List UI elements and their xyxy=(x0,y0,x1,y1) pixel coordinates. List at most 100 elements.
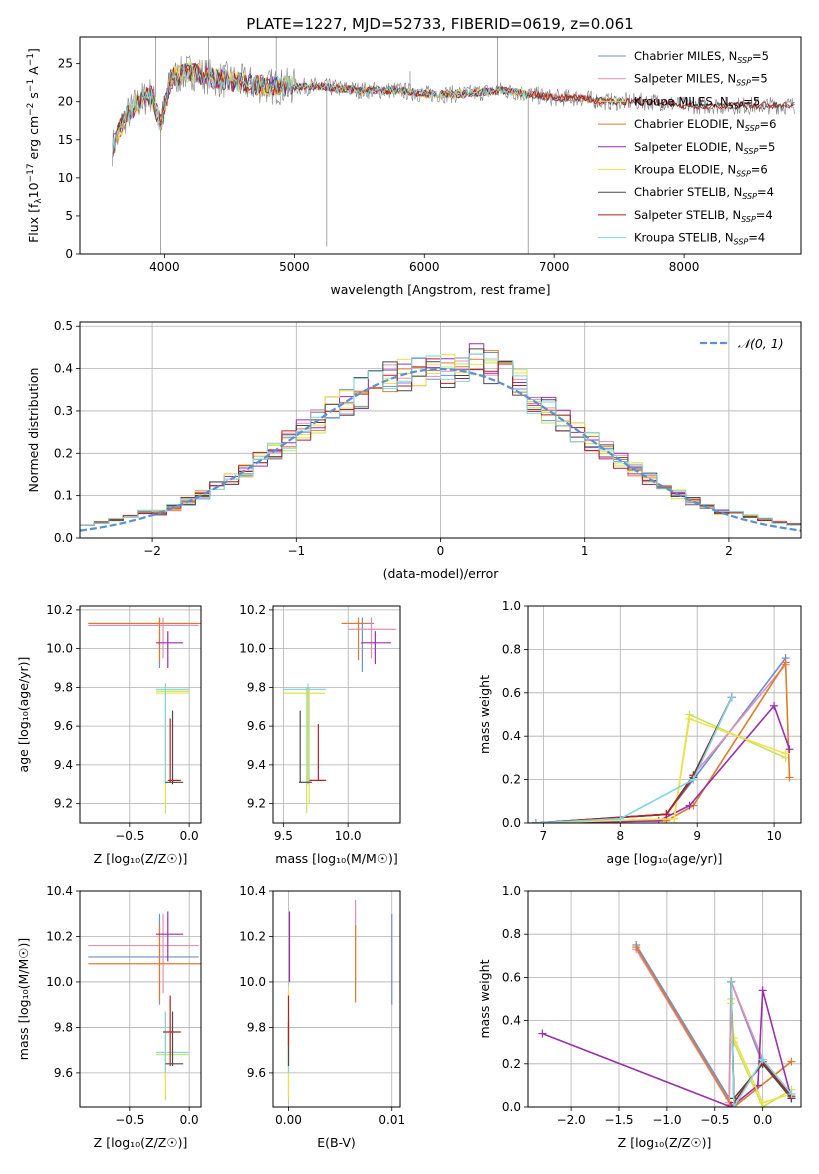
legend-label-sub: SSP xyxy=(729,101,744,110)
plot-area xyxy=(112,37,795,254)
y-tick-label: 0.4 xyxy=(54,362,73,376)
legend-label-value: =5 xyxy=(752,49,769,63)
x-tick-label: 8000 xyxy=(669,260,700,274)
y-axis-label-part: erg cm xyxy=(26,116,41,164)
y-tick-label: 0.3 xyxy=(54,404,73,418)
spectrum-panel: 4000 5000 6000 7000 8000 0 5 10 15 20 25 Chabrier M… xyxy=(26,36,802,297)
x-tick-label: −1.0 xyxy=(652,1113,681,1127)
x-axis-label: (data-model)/error xyxy=(383,566,500,581)
x-tick-label: 8 xyxy=(616,829,624,843)
y-tick-label: 0.0 xyxy=(54,531,73,545)
y-tick-label: 25 xyxy=(58,57,73,71)
model-spectrum-line xyxy=(112,62,529,159)
y-tick-label: 9.8 xyxy=(247,680,266,694)
x-tick-label: −0.5 xyxy=(115,829,144,843)
x-axis-label: age [log₁₀(age/yr)] xyxy=(607,851,723,866)
y-tick-label: 10.4 xyxy=(46,884,73,898)
legend-label-sub: SSP xyxy=(737,56,752,65)
y-tick-label: 10.0 xyxy=(239,975,266,989)
x-tick-label: 1 xyxy=(581,544,589,558)
y-tick-label: 9.2 xyxy=(54,797,73,811)
y-tick-label: 9.4 xyxy=(247,758,266,772)
legend-label: Kroupa ELODIE, NSSP=6 xyxy=(634,163,768,179)
x-tick-label: −1 xyxy=(287,544,305,558)
mass-weight-line xyxy=(535,664,787,823)
y-tick-label: 9.8 xyxy=(247,1020,266,1034)
mass-weight-line xyxy=(535,717,786,823)
y-tick-label: 10.2 xyxy=(239,603,266,617)
x-tick-label: 0.0 xyxy=(180,829,199,843)
y-tick-label: 10.0 xyxy=(239,642,266,656)
legend-label-sub: SSP xyxy=(745,124,760,133)
x-tick-label: 2 xyxy=(725,544,733,558)
legend-label-sub: SSP xyxy=(736,79,751,88)
y-tick-label: 0.0 xyxy=(502,1100,521,1114)
y-tick-label: 15 xyxy=(58,133,73,147)
legend-label-sub: SSP xyxy=(741,215,756,224)
x-tick-label: 4000 xyxy=(149,260,180,274)
x-tick-label: 9.5 xyxy=(274,829,293,843)
legend-label-value: =6 xyxy=(760,117,777,131)
y-tick-label: 9.2 xyxy=(247,797,266,811)
y-axis-label-part: 10 xyxy=(26,182,41,198)
x-tick-label: 0 xyxy=(437,544,445,558)
y-axis-label-part: s xyxy=(26,92,41,103)
axes-frame xyxy=(272,890,401,1108)
model-spectrum-line xyxy=(112,62,529,159)
model-spectrum-line xyxy=(112,61,529,159)
y-axis-label: age [log₁₀(age/yr)] xyxy=(16,657,31,773)
legend-label: Salpeter STELIB, NSSP=4 xyxy=(634,208,773,224)
legend-label: Chabrier ELODIE, NSSP=6 xyxy=(634,117,776,133)
legend-label-value: =5 xyxy=(743,94,760,108)
y-tick-label: 0.4 xyxy=(502,1014,521,1028)
y-tick-label: 0 xyxy=(65,247,73,261)
y-tick-label: 0.6 xyxy=(502,686,521,700)
plot-area xyxy=(287,900,393,1101)
x-tick-label: 0.01 xyxy=(378,1113,405,1127)
y-tick-label: 0.2 xyxy=(502,1057,521,1071)
x-tick-label: −2.0 xyxy=(557,1113,586,1127)
y-tick-label: 0.6 xyxy=(502,970,521,984)
axes-frame xyxy=(272,605,401,824)
legend-label-text: Kroupa STELIB, N xyxy=(634,231,734,245)
y-tick-label: 10 xyxy=(58,171,73,185)
y-tick-label: 9.6 xyxy=(247,1066,266,1080)
y-tick-label: 9.6 xyxy=(247,719,266,733)
y-tick-label: 0.0 xyxy=(502,816,521,830)
y-tick-label: 9.4 xyxy=(54,758,73,772)
legend-label-value: =5 xyxy=(758,140,775,154)
y-tick-label: 9.8 xyxy=(54,680,73,694)
x-tick-label: 6000 xyxy=(409,260,440,274)
y-tick-label: 10.2 xyxy=(46,603,73,617)
legend-label-text: Chabrier STELIB, N xyxy=(634,185,742,199)
y-axis-label-part: −1 xyxy=(26,53,36,66)
x-tick-label: −0.5 xyxy=(700,1113,729,1127)
legend-label-value: =4 xyxy=(757,185,774,199)
x-tick-label: 0.0 xyxy=(180,1113,199,1127)
y-tick-label: 0.1 xyxy=(54,489,73,503)
y-tick-label: 5 xyxy=(65,209,73,223)
plot-area xyxy=(283,617,397,814)
y-axis-label-part: −1 xyxy=(26,79,36,92)
y-tick-label: 9.6 xyxy=(54,1066,73,1080)
mass-weight-vs-metallicity-panel: −2.0 −1.5 −1.0 −0.5 0.0 0.0 0.2 0.4 0.6 0.8 1.0 Z [… xyxy=(477,884,802,1150)
plot-area xyxy=(538,941,796,1107)
y-tick-label: 0.2 xyxy=(54,446,73,460)
y-axis-label-part: A xyxy=(26,66,41,79)
legend-label: 𝒩(0, 1) xyxy=(738,336,784,351)
y-tick-label: 0.8 xyxy=(502,642,521,656)
x-tick-label: 10.0 xyxy=(335,829,362,843)
x-tick-label: 10 xyxy=(766,829,781,843)
y-axis-label-part: −2 xyxy=(26,103,36,116)
axes-frame xyxy=(527,890,802,1108)
legend-label: Chabrier STELIB, NSSP=4 xyxy=(634,185,774,201)
y-axis-label-part: Flux [f xyxy=(26,203,41,243)
figure-title: PLATE=1227, MJD=52733, FIBERID=0619, z=0… xyxy=(246,15,633,33)
legend-label-text: Kroupa MILES, N xyxy=(634,94,729,108)
x-tick-label: −0.5 xyxy=(115,1113,144,1127)
x-tick-label: −2 xyxy=(143,544,161,558)
x-axis-label: mass [log₁₀(M/M☉)] xyxy=(275,851,397,866)
legend-label: Salpeter ELODIE, NSSP=5 xyxy=(634,140,775,156)
y-tick-label: 0.8 xyxy=(502,927,521,941)
